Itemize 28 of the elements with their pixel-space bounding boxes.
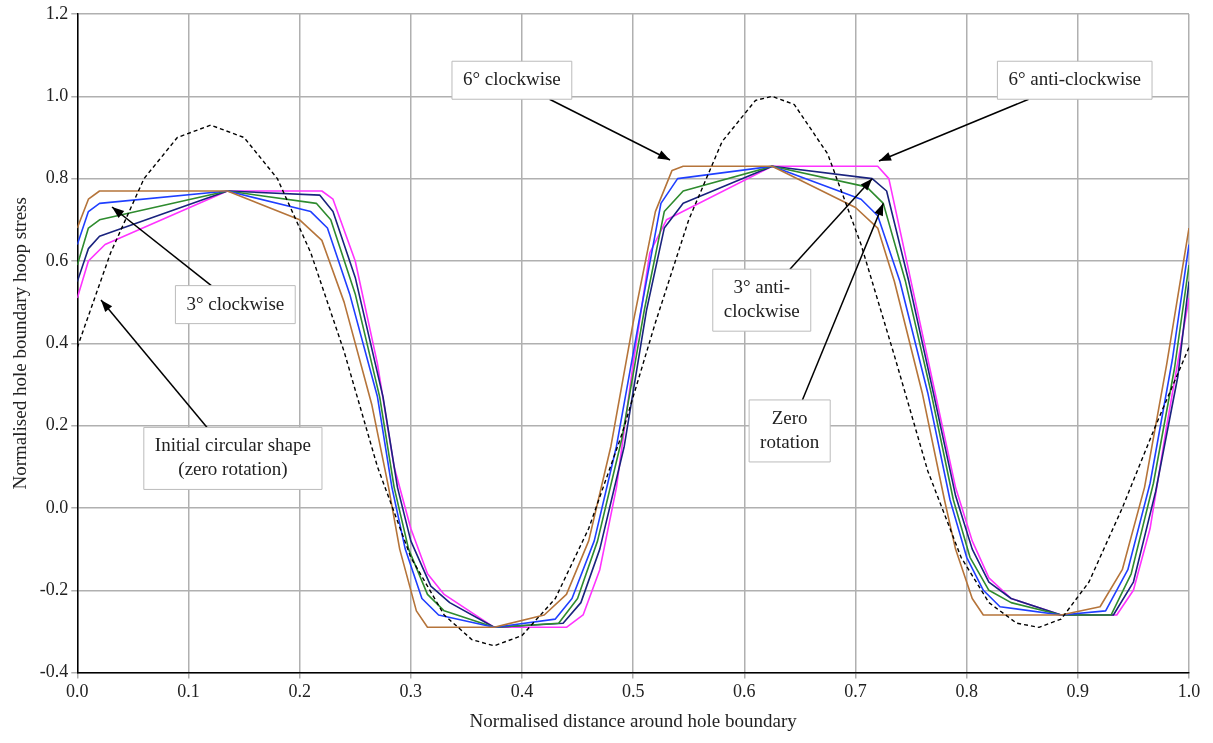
y-tick-label: 0.2 [45,414,69,435]
annotation: 6° anti-clockwise [1008,68,1142,90]
x-tick-label: 1.0 [1177,681,1201,702]
annotation: 6° clockwise [462,68,561,90]
x-tick-label: 0.7 [844,681,867,702]
annotation: 3° clockwise [186,292,285,314]
y-tick-label: 0.4 [45,332,69,353]
x-tick-label: 0.8 [955,681,978,702]
annotation: Zero rotation [760,406,820,452]
y-tick-label: 0.8 [45,167,69,188]
annotation: Initial circular shape (zero rotation) [154,434,311,481]
y-tick-label: -0.2 [39,579,69,600]
x-tick-label: 0.2 [288,681,311,702]
x-tick-label: 0.4 [510,681,534,702]
y-axis-title: Normalised hole boundary hoop stress [9,197,31,490]
x-tick-label: 0.1 [177,681,200,702]
x-tick-label: 0.6 [733,681,756,702]
x-tick-label: 0.0 [66,681,89,702]
y-tick-label: 0.0 [45,496,69,517]
y-tick-label: -0.4 [39,661,69,682]
y-tick-label: 1.0 [45,85,69,106]
y-tick-label: 1.2 [45,2,69,23]
x-tick-label: 0.3 [399,681,423,702]
x-axis-title: Normalised distance around hole boundary [469,709,798,731]
x-tick-label: 0.5 [621,681,645,702]
annotation: 3° anti- clockwise [723,276,800,322]
y-tick-label: 0.6 [45,249,69,270]
x-tick-label: 0.9 [1066,681,1090,702]
